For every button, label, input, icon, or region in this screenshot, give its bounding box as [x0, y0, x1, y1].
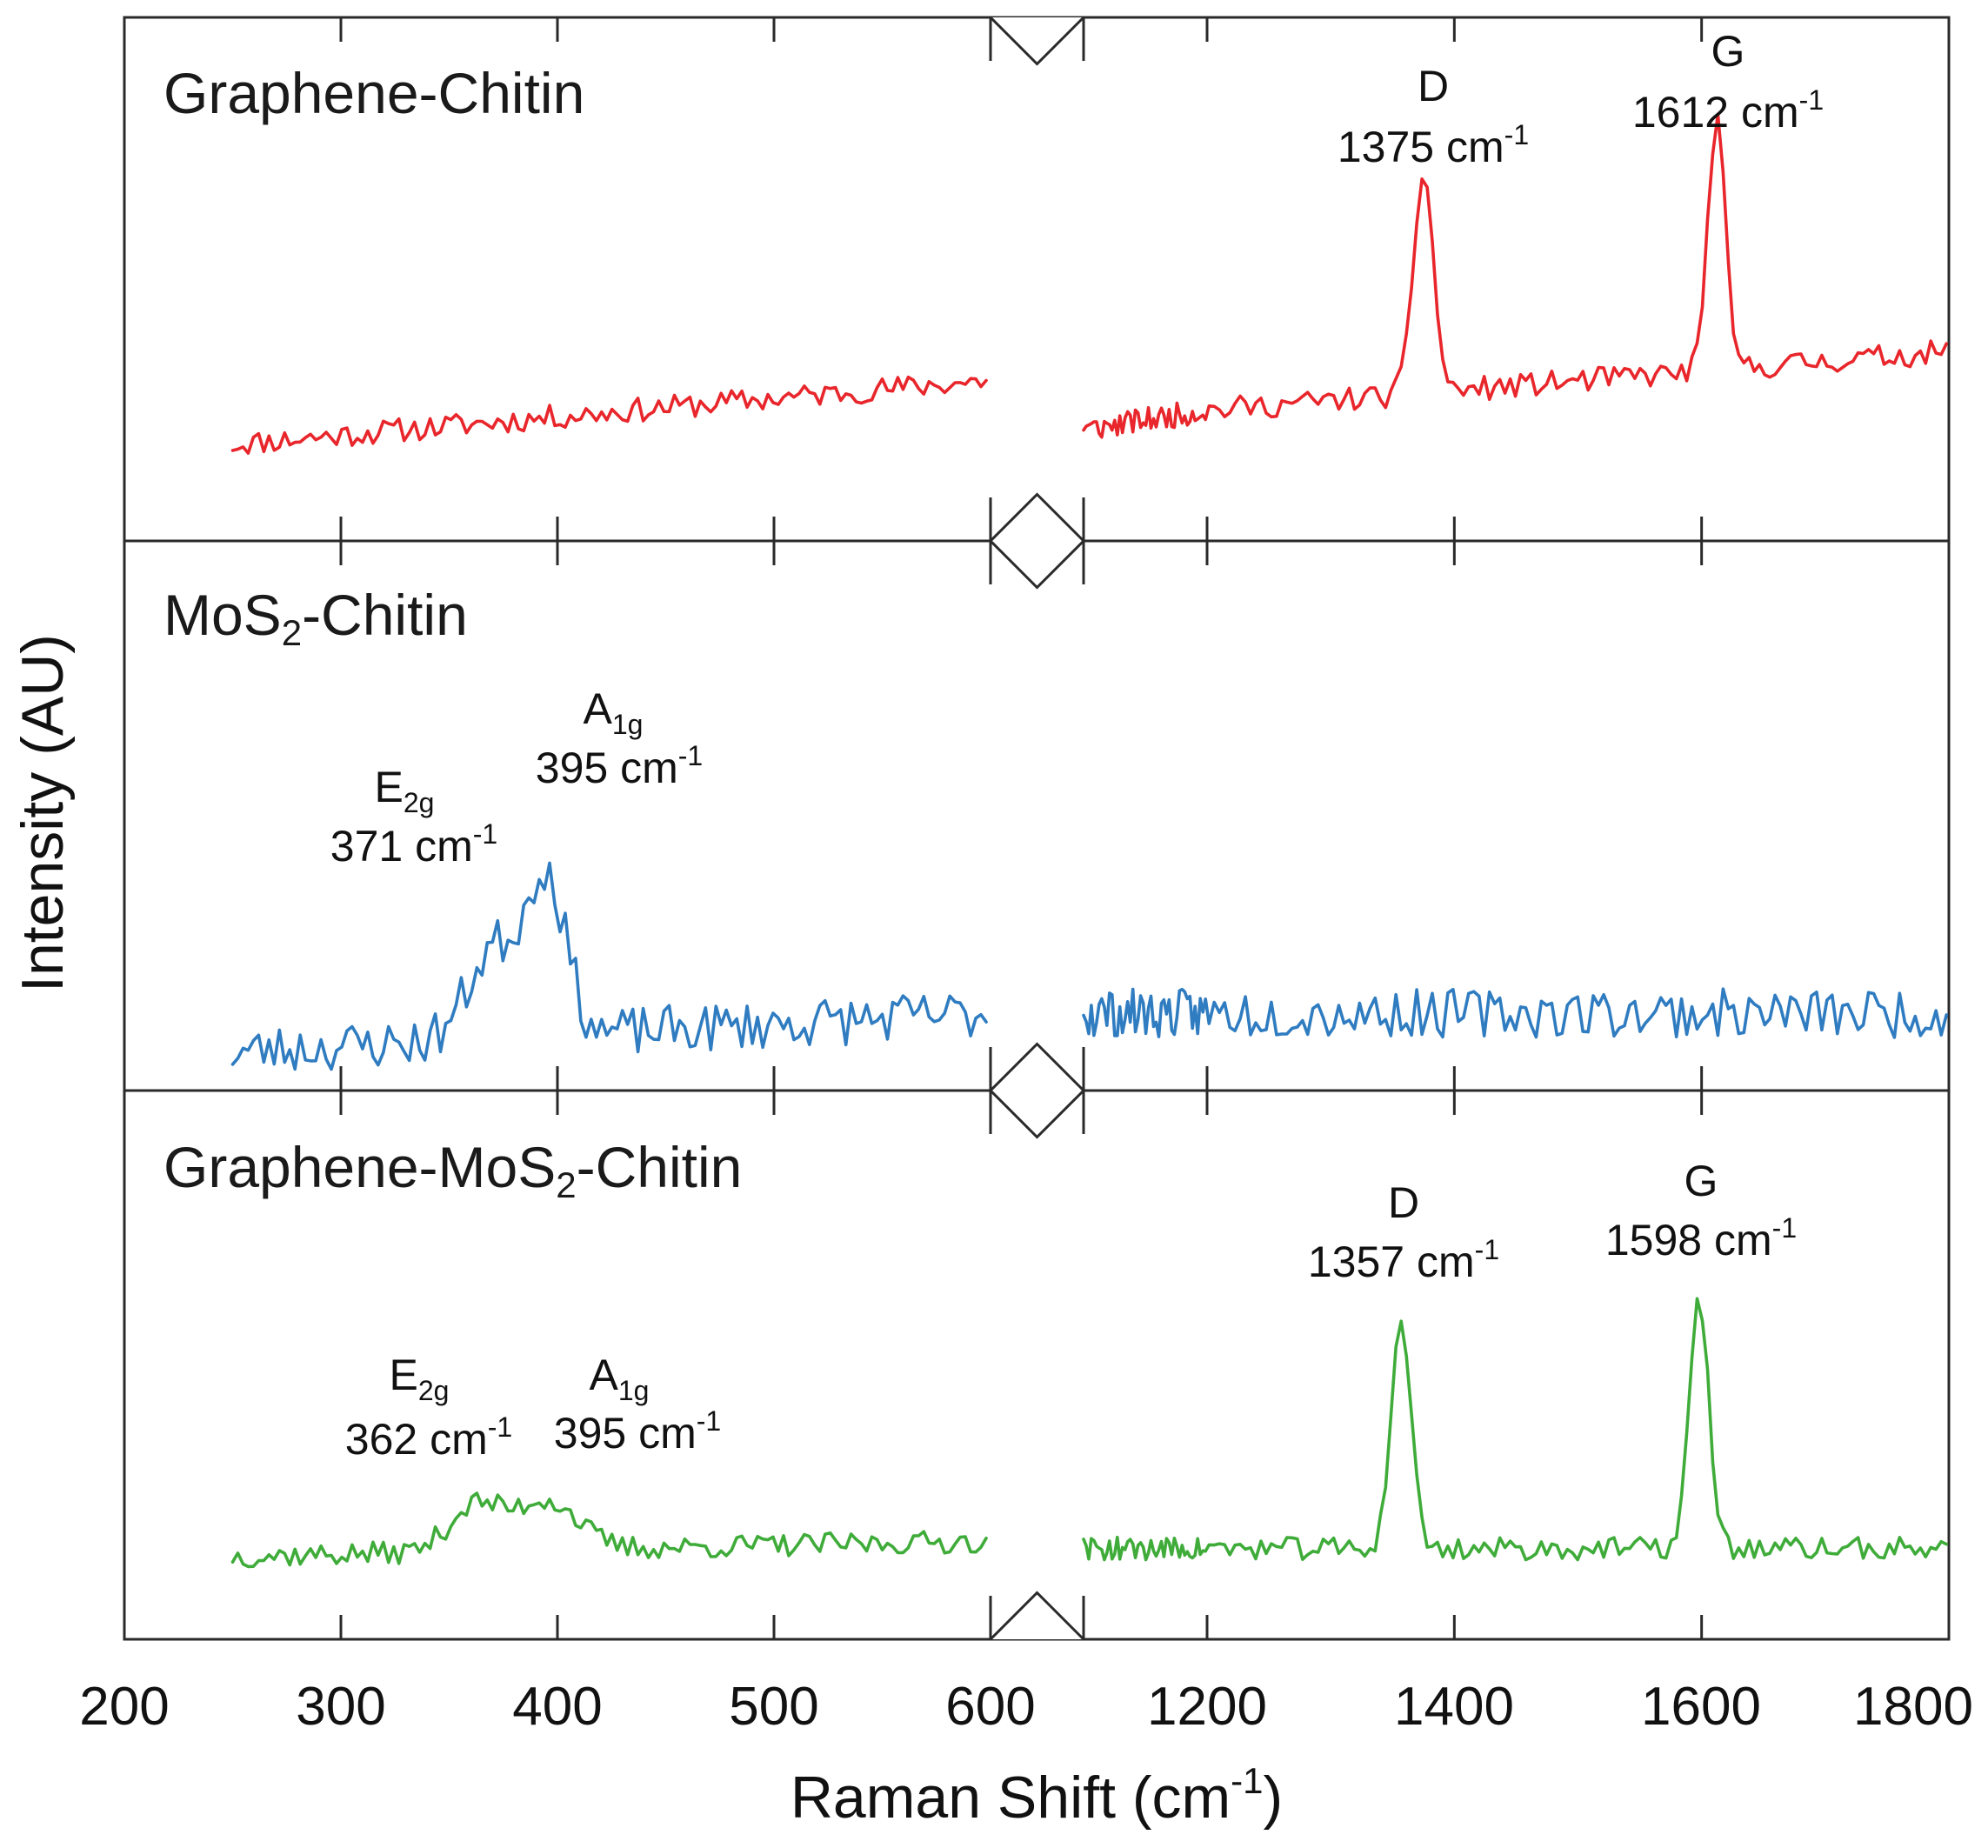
x-axis-label: Raman Shift (cm-1): [791, 1760, 1283, 1831]
series-line-2-right: [1082, 987, 1948, 1039]
annotation-value: 395 cm-1: [554, 1405, 721, 1458]
annotation-graphene-d: D 1375 cm-1: [1338, 62, 1529, 171]
series-line-2-left: [230, 861, 988, 1071]
annotation-label: A1g: [584, 684, 644, 740]
annotation-label: E2g: [375, 763, 435, 818]
annotation-mos2-a1g: A1g 395 cm-1: [536, 684, 703, 792]
series-line-3-right: [1082, 1297, 1948, 1562]
annotation-label: A1g: [590, 1351, 650, 1406]
annotation-value: 1598 cm-1: [1605, 1212, 1797, 1264]
annotation-label: D: [1418, 62, 1449, 110]
axis-break-diamond: [988, 492, 1086, 590]
x-tick-label: 300: [296, 1677, 385, 1737]
annotation-gmc-e2g: E2g 362 cm-1: [345, 1351, 512, 1464]
x-tick-label: 1400: [1394, 1677, 1514, 1737]
annotation-label: E2g: [390, 1351, 450, 1406]
panel-title-graphene-mos2-chitin: Graphene-MoS2-Chitin: [163, 1135, 742, 1205]
annotation-gmc-d: D 1357 cm-1: [1308, 1178, 1499, 1286]
axis-break-top: [989, 16, 1085, 66]
x-tick-label: 400: [512, 1677, 602, 1737]
annotation-label: G: [1684, 1157, 1718, 1205]
x-tick-labels: 200 300 400 500 600 1200 1400 1600 1800: [79, 1677, 1973, 1737]
annotation-value: 1375 cm-1: [1338, 119, 1529, 171]
annotation-gmc-a1g: A1g 395 cm-1: [554, 1351, 721, 1458]
axis-break-diamond: [988, 1042, 1086, 1139]
x-tick-label: 1200: [1147, 1677, 1267, 1737]
axis-break-bottom: [989, 1591, 1085, 1641]
annotation-gmc-g: G 1598 cm-1: [1605, 1157, 1797, 1264]
x-tick-label: 500: [729, 1677, 818, 1737]
annotation-graphene-g: G 1612 cm-1: [1632, 27, 1824, 137]
x-tick-label: 200: [79, 1677, 169, 1737]
x-tick-label: 1800: [1853, 1677, 1973, 1737]
annotation-label: G: [1711, 27, 1745, 76]
annotation-mos2-e2g: E2g 371 cm-1: [330, 763, 497, 871]
x-tick-label: 1600: [1641, 1677, 1761, 1737]
annotation-value: 395 cm-1: [536, 740, 703, 792]
annotation-label: D: [1388, 1178, 1419, 1227]
x-tick-label: 600: [945, 1677, 1035, 1737]
annotation-value: 362 cm-1: [345, 1411, 512, 1464]
annotation-value: 371 cm-1: [330, 818, 497, 871]
annotation-value: 1612 cm-1: [1632, 84, 1824, 137]
series-line-3-left: [230, 1491, 988, 1569]
annotation-value: 1357 cm-1: [1308, 1234, 1499, 1286]
y-axis-label: Intensity (AU): [10, 634, 76, 992]
panel-title-mos2-chitin: MoS2-Chitin: [163, 583, 468, 653]
series-layer: [230, 112, 1948, 1569]
series-line-1-left: [230, 375, 988, 455]
series-line-1-right: [1082, 112, 1948, 439]
axis-break-marks: [988, 16, 1086, 1641]
panel-title-graphene-chitin: Graphene-Chitin: [163, 61, 584, 125]
axis-ticks: [339, 17, 1704, 1639]
